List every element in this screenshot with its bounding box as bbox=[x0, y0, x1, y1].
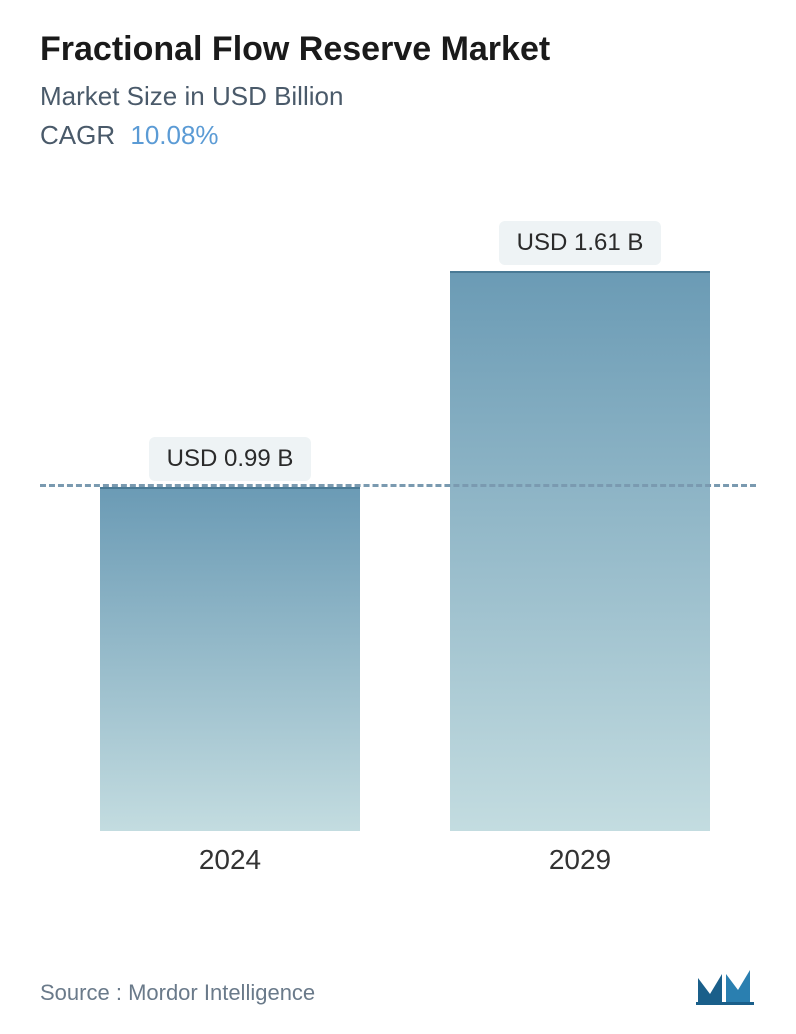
bar-group-1: USD 1.61 B bbox=[450, 221, 710, 831]
x-label-0: 2024 bbox=[100, 844, 360, 876]
cagr-value: 10.08% bbox=[130, 120, 218, 150]
source-name: Mordor Intelligence bbox=[128, 980, 315, 1005]
value-label-1: USD 1.61 B bbox=[499, 221, 662, 265]
cagr-label: CAGR bbox=[40, 120, 115, 150]
footer: Source : Mordor Intelligence bbox=[40, 966, 756, 1006]
x-label-1: 2029 bbox=[450, 844, 710, 876]
chart-container: Fractional Flow Reserve Market Market Si… bbox=[0, 0, 796, 1034]
source-text: Source : Mordor Intelligence bbox=[40, 980, 315, 1006]
cagr-row: CAGR 10.08% bbox=[40, 120, 756, 151]
mordor-logo-icon bbox=[696, 966, 756, 1006]
chart-area: USD 0.99 B 2024 USD 1.61 B 2029 bbox=[40, 171, 756, 891]
value-label-0: USD 0.99 B bbox=[149, 437, 312, 481]
chart-subtitle: Market Size in USD Billion bbox=[40, 81, 756, 112]
chart-title: Fractional Flow Reserve Market bbox=[40, 30, 756, 69]
bar-1 bbox=[450, 271, 710, 831]
source-label: Source : bbox=[40, 980, 122, 1005]
bar-0 bbox=[100, 487, 360, 831]
reference-line bbox=[40, 484, 756, 487]
bar-group-0: USD 0.99 B bbox=[100, 437, 360, 831]
